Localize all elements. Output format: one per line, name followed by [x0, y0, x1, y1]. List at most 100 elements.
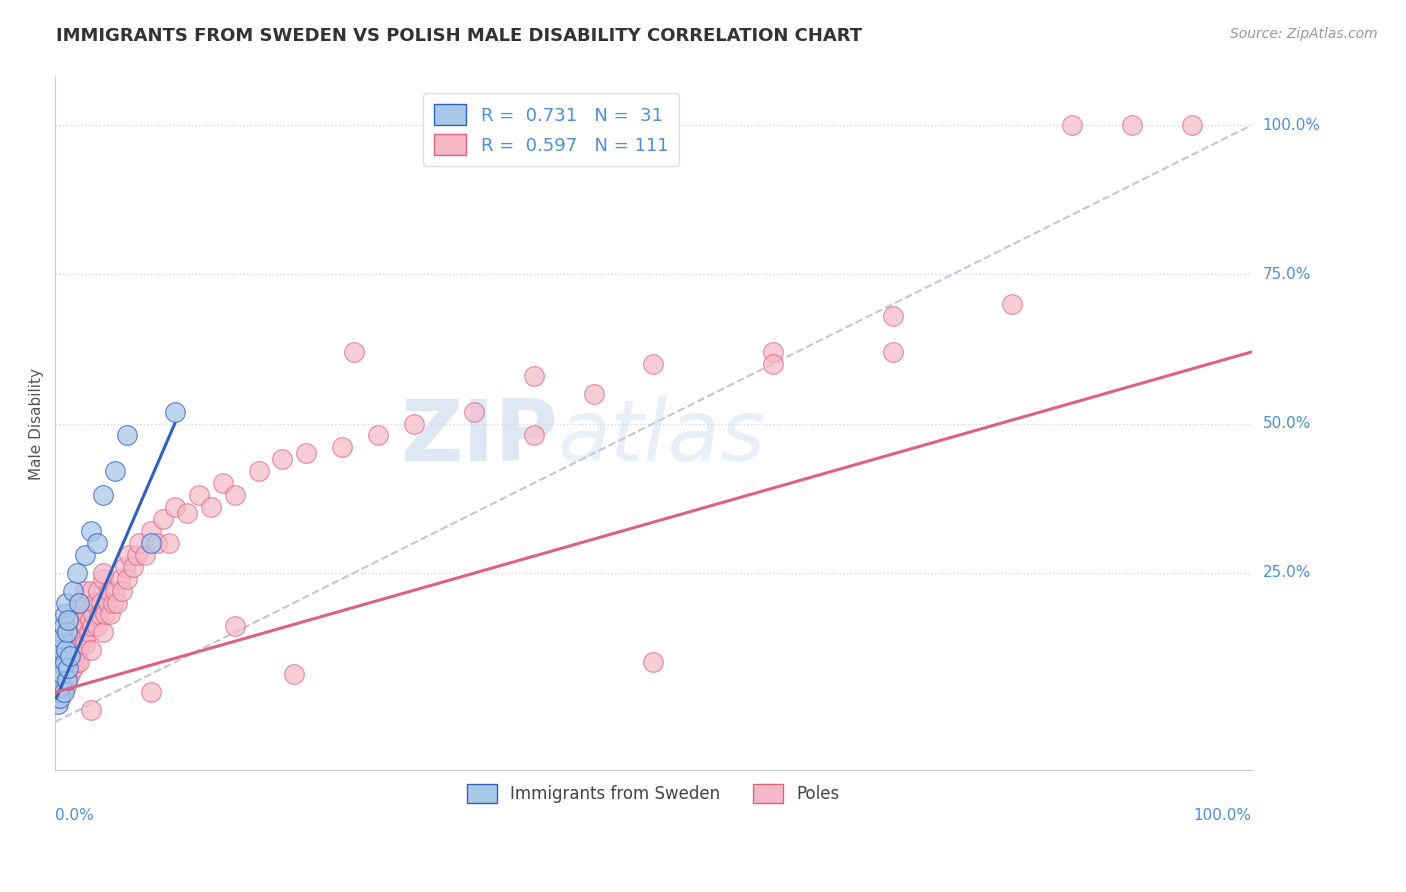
Point: [271, 452, 294, 467]
Point: [52, 685, 75, 699]
Text: 75.0%: 75.0%: [1263, 267, 1310, 282]
Point: [523, 428, 546, 442]
Point: [643, 357, 665, 371]
Point: [295, 446, 318, 460]
Text: Source: ZipAtlas.com: Source: ZipAtlas.com: [1230, 27, 1378, 41]
Point: [65, 649, 87, 664]
Point: [56, 619, 79, 633]
Point: [59, 625, 82, 640]
Point: [89, 607, 111, 622]
Point: [49, 655, 72, 669]
Point: [46, 697, 69, 711]
Point: [75, 637, 97, 651]
Point: [60, 619, 83, 633]
Text: ZIP: ZIP: [399, 396, 558, 479]
Point: [86, 619, 108, 633]
Point: [51, 685, 73, 699]
Point: [55, 595, 77, 609]
Point: [55, 643, 77, 657]
Point: [139, 685, 162, 699]
Point: [66, 566, 89, 580]
Text: 25.0%: 25.0%: [1263, 566, 1310, 580]
Point: [45, 690, 67, 705]
Point: [62, 583, 84, 598]
Text: atlas: atlas: [558, 396, 766, 479]
Point: [523, 368, 546, 383]
Point: [48, 685, 70, 699]
Point: [139, 536, 162, 550]
Point: [51, 632, 73, 646]
Point: [91, 566, 114, 580]
Point: [49, 679, 72, 693]
Point: [49, 643, 72, 657]
Point: [55, 679, 77, 693]
Point: [108, 572, 131, 586]
Point: [52, 673, 75, 687]
Point: [80, 703, 103, 717]
Point: [59, 655, 82, 669]
Point: [87, 583, 110, 598]
Point: [53, 667, 76, 681]
Point: [146, 536, 169, 550]
Point: [56, 625, 79, 640]
Point: [58, 607, 80, 622]
Point: [128, 536, 150, 550]
Point: [882, 345, 904, 359]
Point: [52, 619, 75, 633]
Point: [91, 572, 114, 586]
Point: [1001, 297, 1024, 311]
Point: [882, 309, 904, 323]
Text: 100.0%: 100.0%: [1263, 118, 1320, 133]
Point: [97, 595, 120, 609]
Point: [79, 614, 101, 628]
Point: [80, 524, 103, 538]
Text: 50.0%: 50.0%: [1263, 416, 1310, 431]
Point: [60, 649, 83, 664]
Point: [404, 417, 426, 431]
Point: [49, 655, 72, 669]
Point: [91, 488, 114, 502]
Point: [163, 500, 186, 514]
Point: [75, 619, 97, 633]
Point: [330, 441, 353, 455]
Point: [125, 548, 148, 562]
Point: [163, 404, 186, 418]
Point: [582, 386, 605, 401]
Point: [90, 595, 112, 609]
Point: [104, 464, 127, 478]
Point: [104, 583, 127, 598]
Point: [1181, 118, 1204, 132]
Point: [83, 595, 105, 609]
Point: [157, 536, 180, 550]
Point: [111, 583, 134, 598]
Point: [176, 506, 198, 520]
Point: [76, 607, 98, 622]
Point: [58, 649, 80, 664]
Point: [49, 690, 72, 705]
Point: [247, 464, 270, 478]
Point: [114, 559, 136, 574]
Point: [66, 643, 89, 657]
Point: [62, 661, 84, 675]
Point: [152, 512, 174, 526]
Point: [86, 536, 108, 550]
Point: [66, 655, 89, 669]
Point: [75, 583, 97, 598]
Point: [53, 607, 76, 622]
Point: [52, 637, 75, 651]
Point: [82, 619, 104, 633]
Point: [91, 625, 114, 640]
Point: [72, 614, 94, 628]
Point: [66, 614, 89, 628]
Point: [51, 643, 73, 657]
Point: [65, 601, 87, 615]
Point: [58, 667, 80, 681]
Point: [101, 595, 124, 609]
Point: [643, 655, 665, 669]
Point: [1062, 118, 1084, 132]
Point: [118, 548, 141, 562]
Point: [187, 488, 209, 502]
Point: [463, 404, 485, 418]
Point: [51, 667, 73, 681]
Point: [283, 667, 305, 681]
